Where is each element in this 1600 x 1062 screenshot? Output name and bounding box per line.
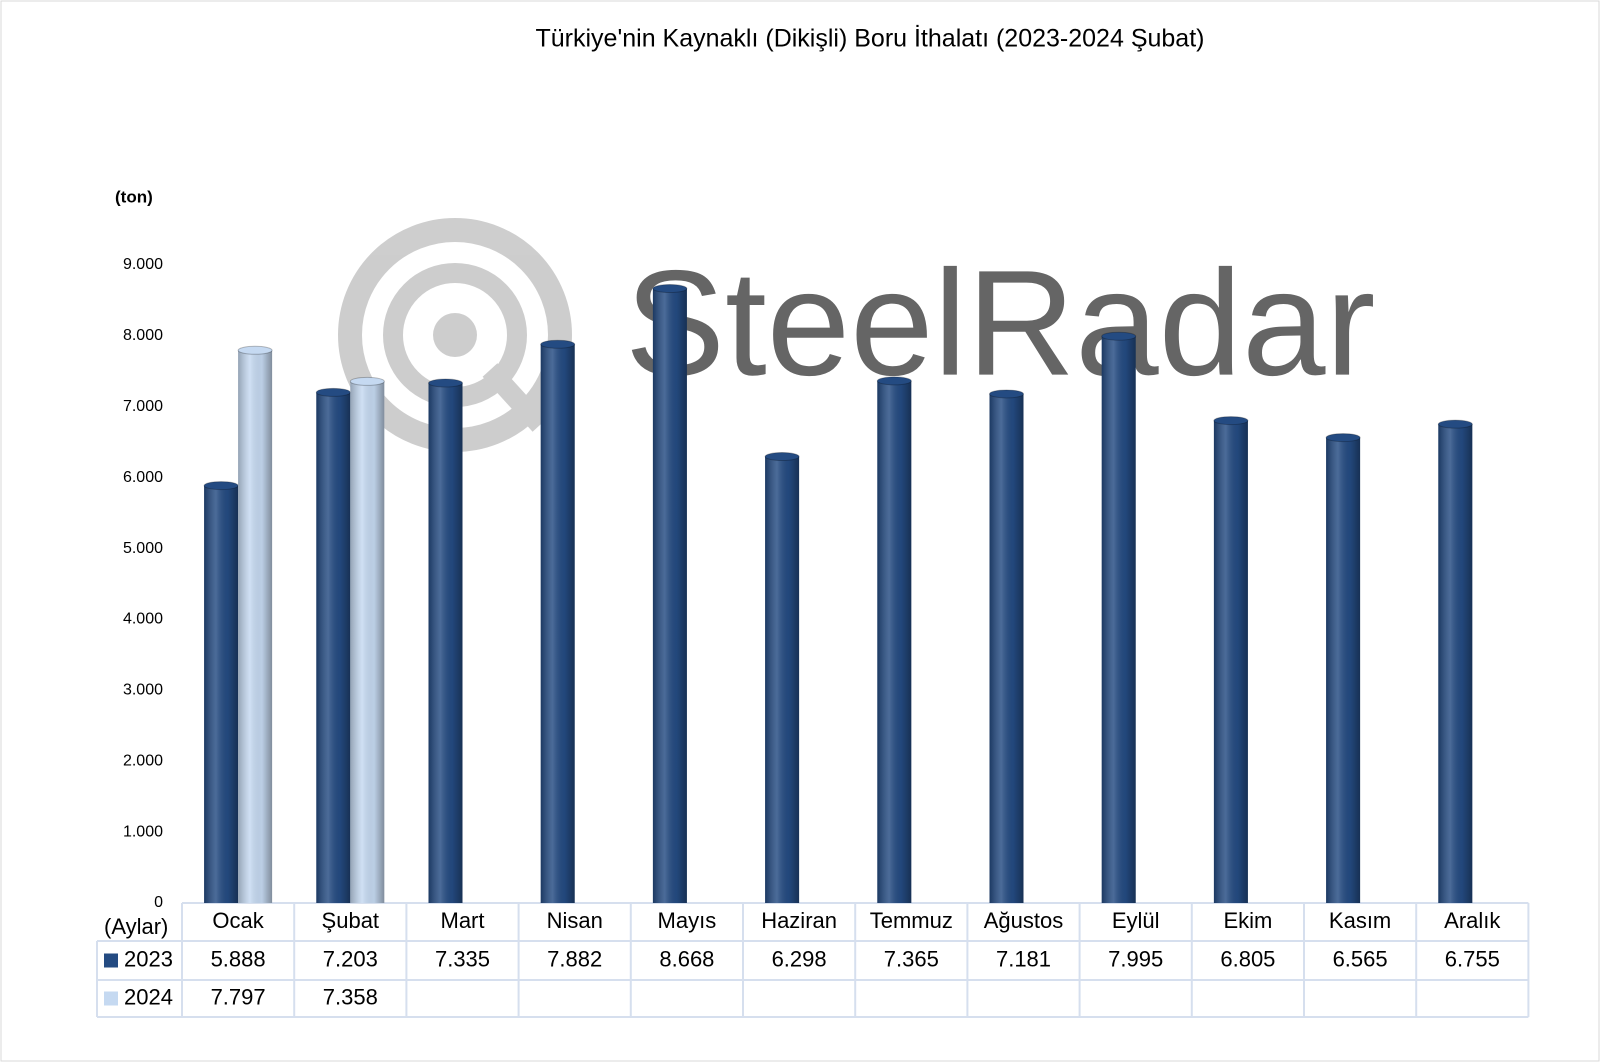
- x-tick-label: Ağustos: [984, 908, 1064, 933]
- legend-key: [104, 991, 118, 1006]
- x-axis-label: (Aylar): [104, 914, 168, 939]
- table-value: 7.797: [211, 984, 266, 1009]
- table-value: 7.358: [323, 984, 378, 1009]
- x-tick-label: Ocak: [212, 908, 264, 933]
- y-tick-label: 6.000: [123, 469, 163, 486]
- y-tick-label: 4.000: [123, 611, 163, 628]
- x-tick-label: Mart: [441, 908, 485, 933]
- y-tick-label: 8.000: [123, 327, 163, 344]
- y-tick-label: 7.000: [123, 398, 163, 415]
- bar-top: [540, 339, 576, 349]
- x-tick-label: Şubat: [322, 908, 380, 933]
- table-value: 7.365: [884, 946, 939, 971]
- bar-top: [1437, 419, 1473, 429]
- bar-shade: [1101, 336, 1136, 903]
- bar-top: [1325, 433, 1361, 443]
- bar-shade: [316, 392, 351, 903]
- table-value: 5.888: [211, 946, 266, 971]
- table-value: 7.335: [435, 946, 490, 971]
- bar-shade: [765, 456, 800, 903]
- bar-shade: [1213, 420, 1248, 903]
- bar-shade: [1438, 424, 1473, 903]
- table-value: 7.995: [1108, 946, 1163, 971]
- bar-shade: [989, 393, 1024, 903]
- x-tick-label: Eylül: [1112, 908, 1160, 933]
- x-tick-label: Nisan: [547, 908, 603, 933]
- table-value: 6.755: [1445, 946, 1500, 971]
- y-tick-label: 5.000: [123, 540, 163, 557]
- bar-shade: [540, 344, 575, 903]
- x-tick-label: Temmuz: [870, 908, 953, 933]
- bar-top: [349, 376, 385, 386]
- x-tick-label: Aralık: [1444, 908, 1501, 933]
- table-value: 7.181: [996, 946, 1051, 971]
- bar-top: [237, 345, 273, 355]
- x-tick-label: Kasım: [1329, 908, 1391, 933]
- y-tick-label: 2.000: [123, 752, 163, 769]
- bar-shade: [428, 383, 463, 903]
- bar-top: [989, 389, 1024, 399]
- y-tick-label: 1.000: [123, 823, 163, 840]
- legend-label: 2023: [124, 946, 173, 971]
- watermark: SteelRadar: [625, 239, 1375, 407]
- chart-title: Türkiye'nin Kaynaklı (Dikişli) Boru İtha…: [536, 24, 1205, 53]
- x-tick-label: Mayıs: [658, 908, 717, 933]
- x-tick-label: Haziran: [761, 908, 837, 933]
- table-value: 7.882: [547, 946, 602, 971]
- bar-shade: [652, 288, 687, 903]
- bar-top: [203, 481, 239, 491]
- table-value: 6.298: [772, 946, 827, 971]
- table-value: 7.203: [323, 946, 378, 971]
- y-axis-label: (ton): [115, 187, 153, 206]
- bar-shade: [204, 485, 239, 903]
- table-value: 6.565: [1333, 946, 1388, 971]
- bar-top: [1213, 416, 1249, 426]
- legend-key: [104, 953, 118, 968]
- bar-top: [428, 378, 463, 388]
- y-tick-label: 9.000: [123, 256, 163, 273]
- bar-top: [652, 284, 688, 294]
- table-value: 8.668: [659, 946, 714, 971]
- bar-top: [315, 387, 351, 397]
- y-tick-label: 0: [154, 894, 163, 911]
- y-tick-label: 3.000: [123, 682, 163, 699]
- bar-shade: [1326, 437, 1361, 903]
- bar-top: [764, 452, 800, 462]
- x-tick-label: Ekim: [1223, 908, 1272, 933]
- bar-top: [1101, 331, 1137, 341]
- bar-shade: [238, 350, 273, 904]
- bar-shade: [877, 380, 912, 903]
- table-value: 6.805: [1220, 946, 1275, 971]
- legend-label: 2024: [124, 984, 173, 1009]
- bar-top: [876, 376, 912, 386]
- bar-shade: [350, 381, 385, 904]
